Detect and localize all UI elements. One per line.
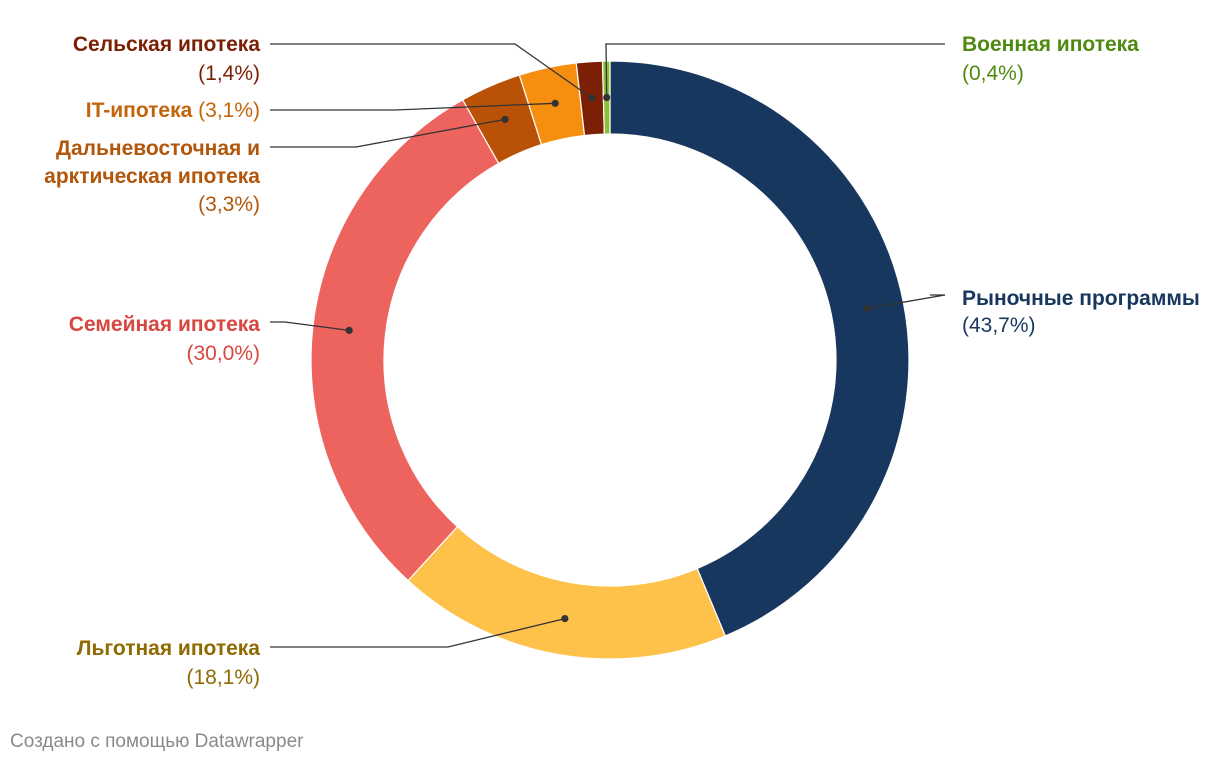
leader-dot-дальневосточная-и-арктическая-ипотека <box>501 115 509 124</box>
value-рыночные-программы: (43,7%) <box>962 314 1036 337</box>
leader-line-дальневосточная-и-арктическая-ипотека <box>270 118 506 148</box>
value-семейная-ипотека: (30,0%) <box>186 342 260 365</box>
value-льготная-ипотека: (18,1%) <box>186 666 260 689</box>
label-семейная-ипотека: Семейная ипотека <box>69 313 261 336</box>
label-дальневосточная-и-арктическая-ипотека-line-2: арктическая ипотека <box>44 165 260 188</box>
label-льготная-ипотека: Льготная ипотека <box>77 637 261 660</box>
label-военная-ипотека: Военная ипотека <box>962 33 1139 56</box>
leader-dot-сельская-ипотека <box>588 94 596 102</box>
label-дальневосточная-и-арктическая-ипотека-line-1: Дальневосточная и <box>56 137 260 160</box>
slices <box>310 60 910 660</box>
value-военная-ипотека: (0,4%) <box>962 62 1024 85</box>
leader-dot-военная-ипотека <box>603 93 611 102</box>
label-рыночные-программы: Рыночные программы <box>962 287 1200 310</box>
leader-dot-семейная-ипотека <box>345 326 353 334</box>
slice-льготная-ипотека <box>407 525 727 660</box>
leader-line-it-ипотека <box>270 102 556 111</box>
leader-lines <box>270 43 946 648</box>
leader-line-военная-ипотека <box>605 43 945 98</box>
leader-dot-рыночные-программы <box>863 304 871 312</box>
leader-line-семейная-ипотека <box>270 321 350 332</box>
footer-credit: Создано с помощью Datawrapper <box>10 731 304 752</box>
slice-labels: Рыночные программы (43,7%) Льготная ипотек… <box>44 33 1200 689</box>
label-сельская-ипотека: Сельская ипотека <box>73 33 260 56</box>
leader-line-рыночные-программы <box>867 294 946 310</box>
leader-dot-льготная-ипотека <box>561 614 569 623</box>
slice-семейная-ипотека <box>310 98 500 582</box>
slice-рыночные-программы <box>609 60 910 637</box>
label-it-ипотека: IT-ипотека (3,1%) <box>86 99 260 122</box>
value-дальневосточная-и-арктическая-ипотека: (3,3%) <box>198 193 260 216</box>
value-сельская-ипотека: (1,4%) <box>198 62 260 85</box>
leader-dot-it-ипотека <box>551 99 559 107</box>
leader-line-сельская-ипотека <box>270 43 593 99</box>
leader-line-льготная-ипотека <box>270 617 566 648</box>
